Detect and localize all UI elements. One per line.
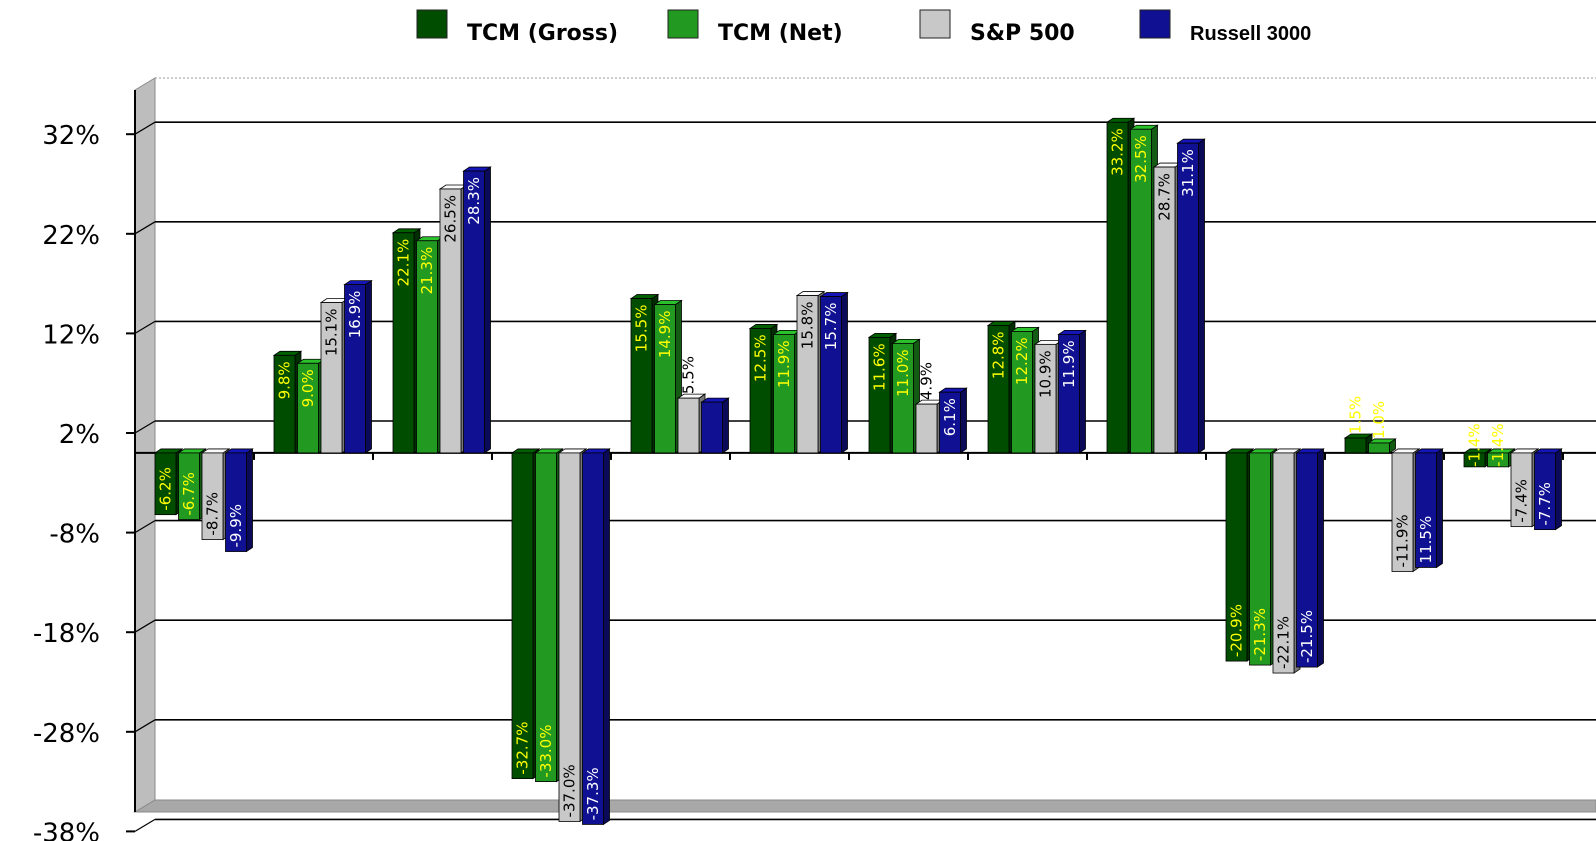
bar-value-label: 11.5% bbox=[1417, 516, 1435, 564]
bar bbox=[1057, 329, 1087, 454]
y-tick-label: -8% bbox=[49, 520, 100, 550]
bar-value-label: -7.4% bbox=[1513, 479, 1531, 523]
bar-value-label: 31.1% bbox=[1179, 149, 1197, 197]
legend-label: TCM (Net) bbox=[718, 21, 843, 46]
bar bbox=[1414, 448, 1444, 569]
bar bbox=[1176, 138, 1206, 454]
bar-value-label: 15.5% bbox=[633, 305, 651, 353]
bar-value-label: 14.9% bbox=[656, 311, 674, 359]
legend-swatch bbox=[919, 9, 951, 39]
bar bbox=[1486, 448, 1516, 468]
bar-value-label: 15.8% bbox=[799, 302, 817, 350]
bar bbox=[1343, 433, 1374, 454]
bar-value-label: -1.4% bbox=[1489, 423, 1507, 467]
bar-value-label: 5.1% bbox=[703, 360, 721, 398]
legend-swatch bbox=[416, 9, 448, 39]
gridline-side bbox=[134, 520, 156, 534]
bar-value-label: -11.9% bbox=[1394, 514, 1412, 567]
gridline-side bbox=[134, 818, 156, 832]
bar bbox=[914, 399, 945, 454]
bar-value-label: 9.8% bbox=[276, 361, 294, 399]
y-tick-label: -28% bbox=[33, 719, 100, 749]
bar-value-label: -21.5% bbox=[1298, 610, 1316, 663]
bar-labels: -6.2% -6.7% -8.7% -9.9% 9.8% 9.0% 15.1% 16.9% 22… bbox=[157, 128, 1555, 820]
bar bbox=[1367, 438, 1397, 454]
bar-value-label: 9.0% bbox=[299, 369, 317, 407]
legend-swatch bbox=[1139, 9, 1171, 39]
bar bbox=[462, 166, 492, 454]
bar-value-label: 11.9% bbox=[775, 340, 793, 388]
bar-value-label: 11.0% bbox=[894, 349, 912, 397]
y-tick-label: 12% bbox=[42, 320, 100, 350]
gridline-side bbox=[134, 719, 156, 733]
legend-swatch bbox=[667, 9, 699, 39]
bar-value-label: -9.9% bbox=[227, 504, 245, 548]
bar-value-label: 12.5% bbox=[752, 334, 770, 382]
bar-value-label: 22.1% bbox=[395, 239, 413, 287]
bar-value-label: 10.9% bbox=[1037, 350, 1055, 398]
bar-value-label: -6.7% bbox=[180, 472, 198, 516]
bar-value-label: 16.9% bbox=[346, 291, 364, 339]
bar-value-label: 33.2% bbox=[1109, 128, 1127, 176]
bar bbox=[938, 387, 968, 454]
bar-value-label: 11.9% bbox=[1060, 340, 1078, 388]
bar-value-label: 15.1% bbox=[323, 309, 341, 357]
legend-label: Russell 3000 bbox=[1190, 23, 1311, 45]
bar-value-label: 1.0% bbox=[1370, 401, 1388, 439]
legend-label: S&P 500 bbox=[970, 21, 1075, 46]
bar-value-label: 4.9% bbox=[918, 362, 936, 400]
y-tick-label: -38% bbox=[33, 818, 100, 841]
gridline-side bbox=[134, 320, 156, 334]
bar-value-label: -8.7% bbox=[204, 492, 222, 536]
bar-value-label: -37.3% bbox=[584, 767, 602, 820]
y-axis: 32% 22% 12% 2% -8% -18% -28% -38% bbox=[33, 90, 136, 841]
gridline-side bbox=[134, 619, 156, 633]
gridline-side bbox=[134, 121, 156, 135]
bar-value-label: 15.7% bbox=[822, 303, 840, 351]
y-tick-label: -18% bbox=[33, 619, 100, 649]
bar-value-label: 12.2% bbox=[1013, 337, 1031, 385]
bar bbox=[343, 279, 373, 454]
gridline-side bbox=[134, 420, 156, 434]
bar-value-label: 28.3% bbox=[465, 177, 483, 225]
bar-value-label: 6.1% bbox=[941, 398, 959, 436]
bar bbox=[581, 448, 611, 826]
bar-value-label: 1.5% bbox=[1347, 396, 1365, 434]
y-tick-label: 22% bbox=[42, 221, 100, 251]
bar-value-label: 5.5% bbox=[680, 356, 698, 394]
bar-value-label: -33.0% bbox=[537, 725, 555, 778]
side-wall bbox=[134, 77, 156, 813]
bar-value-label: -7.7% bbox=[1536, 482, 1554, 526]
bar-value-label: -6.2% bbox=[157, 467, 175, 511]
bar bbox=[700, 397, 730, 454]
gridline-side bbox=[134, 221, 156, 235]
bar bbox=[1295, 448, 1325, 668]
y-tick-label: 32% bbox=[42, 121, 100, 151]
bar-value-label: -1.4% bbox=[1466, 423, 1484, 467]
bar-value-label: 21.3% bbox=[418, 247, 436, 295]
y-tick-label: 2% bbox=[59, 420, 100, 450]
floor bbox=[133, 799, 1596, 813]
bars bbox=[153, 117, 1563, 826]
bar bbox=[1533, 448, 1563, 531]
legend-label: TCM (Gross) bbox=[467, 21, 618, 46]
bar-value-label: -37.0% bbox=[561, 764, 579, 817]
legend: TCM (Gross) TCM (Net) S&P 500 Russell 3000 bbox=[416, 9, 1311, 46]
bar-value-label: 12.8% bbox=[990, 331, 1008, 379]
bar-value-label: 11.6% bbox=[871, 343, 889, 391]
bar-value-label: -21.3% bbox=[1251, 608, 1269, 661]
bar-value-label: 26.5% bbox=[442, 195, 460, 243]
bar-value-label: -22.1% bbox=[1275, 616, 1293, 669]
bar bbox=[676, 393, 707, 454]
plot-area bbox=[133, 77, 1596, 832]
bar-value-label: 28.7% bbox=[1156, 173, 1174, 221]
bar bbox=[224, 448, 254, 553]
bar-value-label: -32.7% bbox=[514, 722, 532, 775]
bar bbox=[819, 291, 849, 454]
bar-value-label: 32.5% bbox=[1132, 135, 1150, 183]
bar-value-label: -20.9% bbox=[1228, 604, 1246, 657]
